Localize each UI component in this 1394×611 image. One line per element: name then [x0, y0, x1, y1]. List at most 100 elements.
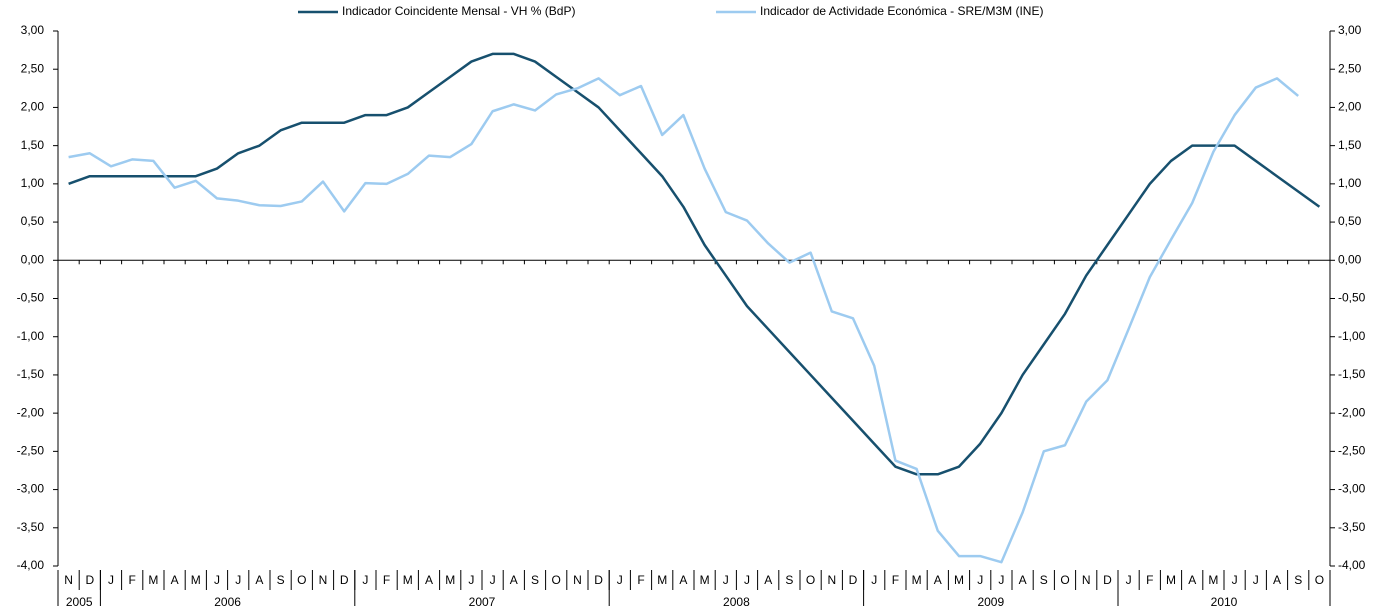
year-label: 2007: [469, 595, 496, 609]
y-tick-label: 0,50: [21, 214, 45, 228]
y2-tick-label: 0,00: [1338, 252, 1362, 266]
x-tick-label: J: [977, 573, 983, 587]
x-tick-label: A: [679, 573, 687, 587]
x-tick-label: J: [235, 573, 241, 587]
x-tick-label: M: [657, 573, 667, 587]
y-tick-label: 2,00: [21, 100, 45, 114]
x-tick-label: N: [319, 573, 328, 587]
series-line: [68, 77, 1299, 564]
x-tick-label: M: [148, 573, 158, 587]
x-tick-label: F: [383, 573, 390, 587]
y-tick-label: -3,00: [17, 482, 45, 496]
y-tick-label: 3,00: [21, 23, 45, 37]
x-tick-label: F: [892, 573, 899, 587]
y-tick-label: -2,00: [17, 405, 45, 419]
year-label: 2009: [977, 595, 1004, 609]
y2-tick-label: 1,00: [1338, 176, 1362, 190]
y2-tick-label: 0,50: [1338, 214, 1362, 228]
x-tick-label: D: [849, 573, 858, 587]
y2-tick-label: -3,00: [1338, 482, 1366, 496]
x-tick-label: A: [510, 573, 518, 587]
legend-label: Indicador de Actividade Económica - SRE/…: [760, 4, 1043, 18]
x-tick-label: J: [723, 573, 729, 587]
year-label: 2008: [723, 595, 750, 609]
x-tick-label: O: [1060, 573, 1069, 587]
x-tick-label: J: [871, 573, 877, 587]
x-tick-label: J: [490, 573, 496, 587]
y-tick-label: 1,50: [21, 138, 45, 152]
x-tick-label: M: [191, 573, 201, 587]
y-tick-label: -4,00: [17, 558, 45, 572]
x-tick-label: O: [297, 573, 306, 587]
y2-tick-label: 3,00: [1338, 23, 1362, 37]
x-tick-label: F: [1146, 573, 1153, 587]
x-tick-label: M: [912, 573, 922, 587]
x-tick-label: A: [1019, 573, 1027, 587]
x-tick-label: N: [827, 573, 836, 587]
y-tick-label: -0,50: [17, 291, 45, 305]
x-tick-label: M: [1166, 573, 1176, 587]
x-tick-label: M: [403, 573, 413, 587]
y2-tick-label: 2,00: [1338, 100, 1362, 114]
y2-tick-label: 1,50: [1338, 138, 1362, 152]
x-tick-label: A: [255, 573, 263, 587]
x-tick-label: N: [64, 573, 73, 587]
x-tick-label: J: [1253, 573, 1259, 587]
x-tick-label: D: [594, 573, 603, 587]
year-label: 2005: [66, 595, 93, 609]
x-tick-label: D: [1103, 573, 1112, 587]
y2-tick-label: -0,50: [1338, 291, 1366, 305]
year-label: 2010: [1211, 595, 1238, 609]
x-tick-label: J: [362, 573, 368, 587]
x-tick-label: J: [998, 573, 1004, 587]
y-tick-label: -2,50: [17, 444, 45, 458]
x-tick-label: J: [1126, 573, 1132, 587]
x-tick-label: S: [1294, 573, 1302, 587]
x-tick-label: J: [108, 573, 114, 587]
x-tick-label: S: [785, 573, 793, 587]
legend-label: Indicador Coincidente Mensal - VH % (BdP…: [342, 4, 575, 18]
y2-tick-label: 2,50: [1338, 61, 1362, 75]
y2-tick-label: -3,50: [1338, 520, 1366, 534]
x-tick-label: O: [806, 573, 815, 587]
x-tick-label: M: [954, 573, 964, 587]
x-tick-label: D: [340, 573, 349, 587]
x-tick-label: M: [445, 573, 455, 587]
x-tick-label: J: [1232, 573, 1238, 587]
x-tick-label: F: [637, 573, 644, 587]
x-tick-label: A: [425, 573, 433, 587]
y-tick-label: -1,00: [17, 329, 45, 343]
x-tick-label: S: [1040, 573, 1048, 587]
y-tick-label: -1,50: [17, 367, 45, 381]
y2-tick-label: -2,50: [1338, 444, 1366, 458]
year-label: 2006: [214, 595, 241, 609]
x-tick-label: M: [1208, 573, 1218, 587]
x-tick-label: D: [85, 573, 94, 587]
x-tick-label: O: [1315, 573, 1324, 587]
y-tick-label: 2,50: [21, 61, 45, 75]
x-tick-label: A: [171, 573, 179, 587]
y2-tick-label: -4,00: [1338, 558, 1366, 572]
y2-tick-label: -2,00: [1338, 405, 1366, 419]
x-tick-label: A: [934, 573, 942, 587]
x-tick-label: J: [468, 573, 474, 587]
x-tick-label: F: [129, 573, 136, 587]
y-tick-label: 1,00: [21, 176, 45, 190]
y2-tick-label: -1,00: [1338, 329, 1366, 343]
x-tick-label: A: [764, 573, 772, 587]
x-tick-label: J: [744, 573, 750, 587]
x-tick-label: N: [573, 573, 582, 587]
x-tick-label: S: [531, 573, 539, 587]
series-line: [68, 52, 1321, 476]
x-tick-label: A: [1273, 573, 1281, 587]
x-tick-label: A: [1188, 573, 1196, 587]
x-tick-label: N: [1082, 573, 1091, 587]
x-tick-label: S: [277, 573, 285, 587]
y-tick-label: -3,50: [17, 520, 45, 534]
y2-tick-label: -1,50: [1338, 367, 1366, 381]
y-tick-label: 0,00: [21, 252, 45, 266]
x-tick-label: J: [617, 573, 623, 587]
x-tick-label: M: [700, 573, 710, 587]
x-tick-label: J: [214, 573, 220, 587]
